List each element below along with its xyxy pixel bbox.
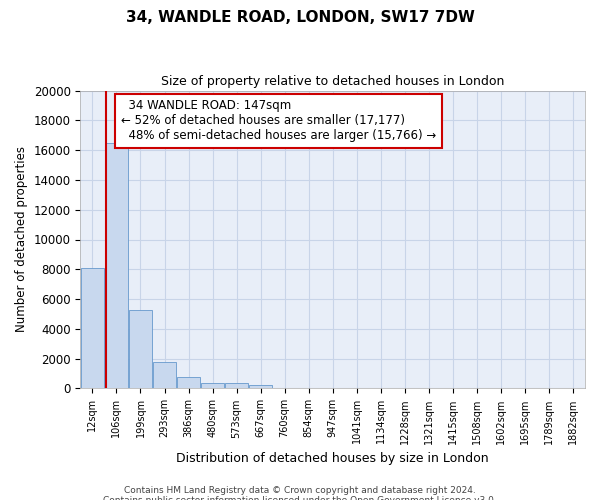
Text: 34 WANDLE ROAD: 147sqm
← 52% of detached houses are smaller (17,177)
  48% of se: 34 WANDLE ROAD: 147sqm ← 52% of detached… xyxy=(121,100,436,142)
Bar xyxy=(130,310,152,388)
Bar xyxy=(202,383,224,388)
Text: Contains HM Land Registry data © Crown copyright and database right 2024.: Contains HM Land Registry data © Crown c… xyxy=(124,486,476,495)
Bar xyxy=(250,386,272,388)
Bar xyxy=(178,376,200,388)
Y-axis label: Number of detached properties: Number of detached properties xyxy=(15,146,28,332)
Bar xyxy=(81,268,104,388)
Bar xyxy=(226,383,248,388)
Title: Size of property relative to detached houses in London: Size of property relative to detached ho… xyxy=(161,75,505,88)
Bar xyxy=(105,142,128,388)
Text: Contains public sector information licensed under the Open Government Licence v3: Contains public sector information licen… xyxy=(103,496,497,500)
X-axis label: Distribution of detached houses by size in London: Distribution of detached houses by size … xyxy=(176,452,489,465)
Bar xyxy=(154,362,176,388)
Text: 34, WANDLE ROAD, LONDON, SW17 7DW: 34, WANDLE ROAD, LONDON, SW17 7DW xyxy=(125,10,475,25)
